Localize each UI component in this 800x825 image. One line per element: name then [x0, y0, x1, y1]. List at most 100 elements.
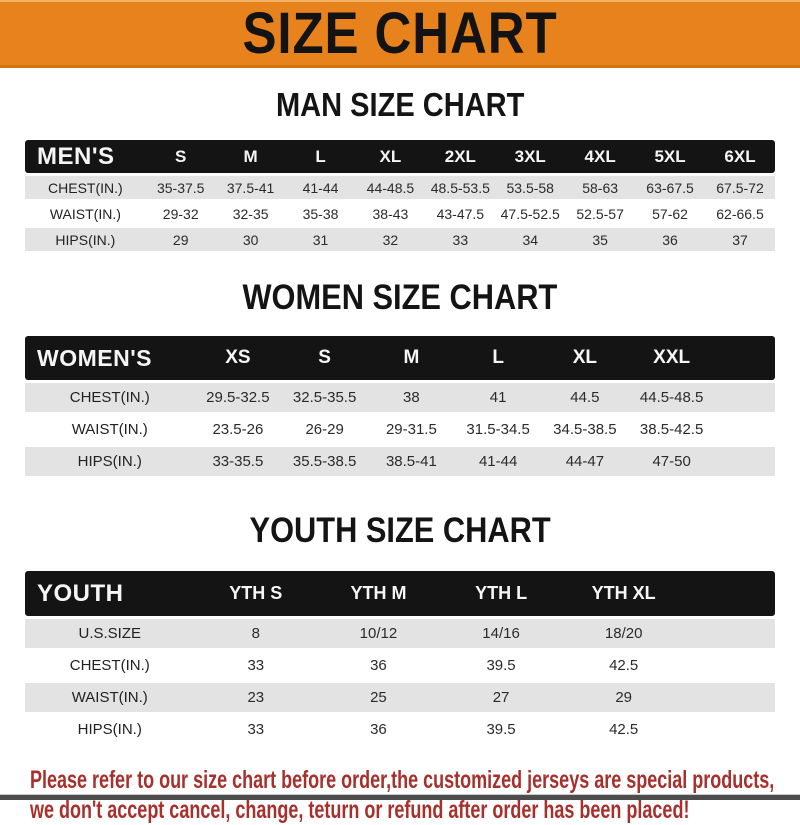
size-value-cell: 39.5	[439, 715, 563, 744]
womens-size-table: WOMEN'S XS S M L XL XXL CHEST(IN.) 29.5-32.5 32.5…	[25, 333, 775, 479]
bottom-edge-bar	[0, 795, 800, 800]
size-value-cell: 8	[194, 619, 318, 648]
size-value-cell: 31.5-34.5	[454, 415, 542, 444]
size-value-cell: 33	[425, 228, 496, 251]
size-column-header: 6XL	[705, 140, 775, 173]
size-value-cell: 37	[705, 228, 775, 251]
size-value-cell: 29	[562, 683, 685, 712]
row-label: CHEST(IN.)	[25, 383, 195, 412]
youth-size-table: YOUTH YTH S YTH M YTH L YTH XL U.S.SIZE 8 10/12…	[25, 568, 775, 747]
women-section-heading: WOMEN SIZE CHART	[0, 280, 800, 315]
size-value-cell: 62-66.5	[705, 202, 775, 225]
size-value-cell: 32	[355, 228, 426, 251]
row-label: WAIST(IN.)	[25, 683, 195, 712]
row-label: WAIST(IN.)	[25, 415, 195, 444]
table-title-cell: WOMEN'S	[25, 336, 195, 380]
row-label: HIPS(IN.)	[25, 447, 195, 476]
measurement-row: CHEST(IN.) 33 36 39.5 42.5	[25, 651, 775, 680]
spacer-cell	[715, 383, 775, 412]
size-value-cell: 35	[565, 228, 636, 251]
table-title-cell: YOUTH	[25, 571, 195, 616]
size-value-cell: 39.5	[439, 651, 563, 680]
size-column-header: YTH S	[194, 571, 318, 616]
size-value-cell: 32-35	[215, 202, 286, 225]
size-value-cell: 47.5-52.5	[495, 202, 566, 225]
size-value-cell: 44.5	[541, 383, 629, 412]
size-value-cell: 30	[215, 228, 286, 251]
measurement-row: HIPS(IN.) 33 36 39.5 42.5	[25, 715, 775, 744]
measurement-row: WAIST(IN.) 29-32 32-35 35-38 38-43 43-47.5 47.…	[25, 202, 775, 225]
youth-section-heading: YOUTH SIZE CHART	[0, 513, 800, 548]
size-value-cell: 33	[194, 651, 318, 680]
size-value-cell: 14/16	[439, 619, 563, 648]
size-value-cell: 38.5-42.5	[628, 415, 715, 444]
mens-size-table: MEN'S S M L XL 2XL 3XL 4XL 5XL 6XL CHEST(IN.) 35-37…	[25, 137, 775, 254]
spacer-cell	[685, 715, 775, 744]
size-value-cell: 67.5-72	[705, 176, 775, 199]
size-column-header: M	[368, 336, 455, 380]
size-value-cell: 52.5-57	[565, 202, 636, 225]
size-value-cell: 34.5-38.5	[541, 415, 629, 444]
size-value-cell: 38-43	[355, 202, 426, 225]
measurement-row: HIPS(IN.) 29 30 31 32 33 34 35 36 37	[25, 228, 775, 251]
measurement-row: CHEST(IN.) 35-37.5 37.5-41 41-44 44-48.5 48.5…	[25, 176, 775, 199]
size-column-header: 4XL	[565, 140, 636, 173]
table-title-cell: MEN'S	[25, 140, 146, 173]
measurement-row: WAIST(IN.) 23 25 27 29	[25, 683, 775, 712]
size-value-cell: 53.5-58	[495, 176, 566, 199]
size-value-cell: 44.5-48.5	[628, 383, 715, 412]
spacer-cell	[715, 415, 775, 444]
order-policy-line-1: Please refer to our size chart before or…	[30, 766, 775, 794]
measurement-row: U.S.SIZE 8 10/12 14/16 18/20	[25, 619, 775, 648]
man-section-heading: MAN SIZE CHART	[0, 88, 800, 121]
size-column-header: L	[285, 140, 356, 173]
size-value-cell: 42.5	[562, 651, 685, 680]
size-value-cell: 25	[317, 683, 440, 712]
size-value-cell: 23.5-26	[194, 415, 282, 444]
spacer-cell	[715, 447, 775, 476]
size-column-header: XL	[355, 140, 426, 173]
spacer-cell	[685, 619, 775, 648]
man-section-heading-text: MAN SIZE CHART	[275, 86, 525, 123]
size-value-cell: 31	[285, 228, 356, 251]
spacer-cell	[685, 683, 775, 712]
size-column-header: L	[454, 336, 542, 380]
size-column-header: 2XL	[425, 140, 496, 173]
size-value-cell: 47-50	[628, 447, 715, 476]
size-value-cell: 38.5-41	[368, 447, 455, 476]
size-value-cell: 58-63	[565, 176, 636, 199]
size-column-header: YTH L	[439, 571, 563, 616]
size-chart-banner: SIZE CHART	[0, 0, 800, 68]
size-value-cell: 36	[317, 715, 440, 744]
size-value-cell: 29.5-32.5	[194, 383, 282, 412]
size-value-cell: 26-29	[281, 415, 368, 444]
size-value-cell: 35.5-38.5	[281, 447, 368, 476]
measurement-row: HIPS(IN.) 33-35.5 35.5-38.5 38.5-41 41-44 44-…	[25, 447, 775, 476]
size-value-cell: 43-47.5	[425, 202, 496, 225]
size-column-header: XS	[194, 336, 282, 380]
women-section-heading-text: WOMEN SIZE CHART	[242, 278, 558, 317]
size-column-header: M	[215, 140, 286, 173]
row-label: HIPS(IN.)	[25, 228, 146, 251]
table-header-row: YOUTH YTH S YTH M YTH L YTH XL	[25, 571, 775, 616]
size-value-cell: 27	[439, 683, 563, 712]
size-column-header: S	[145, 140, 216, 173]
row-label: U.S.SIZE	[25, 619, 195, 648]
size-value-cell: 29-31.5	[368, 415, 455, 444]
row-label: WAIST(IN.)	[25, 202, 146, 225]
size-value-cell: 10/12	[317, 619, 440, 648]
size-value-cell: 32.5-35.5	[281, 383, 368, 412]
size-value-cell: 29	[145, 228, 216, 251]
spacer-cell	[685, 571, 775, 616]
size-value-cell: 57-62	[635, 202, 705, 225]
size-value-cell: 18/20	[562, 619, 685, 648]
measurement-row: CHEST(IN.) 29.5-32.5 32.5-35.5 38 41 44.5 44.5…	[25, 383, 775, 412]
size-value-cell: 29-32	[145, 202, 216, 225]
size-value-cell: 35-38	[285, 202, 356, 225]
row-label: CHEST(IN.)	[25, 651, 195, 680]
size-value-cell: 33	[194, 715, 318, 744]
table-header-row: MEN'S S M L XL 2XL 3XL 4XL 5XL 6XL	[25, 140, 775, 173]
size-value-cell: 41-44	[285, 176, 356, 199]
size-column-header: YTH XL	[562, 571, 685, 616]
size-value-cell: 63-67.5	[635, 176, 705, 199]
